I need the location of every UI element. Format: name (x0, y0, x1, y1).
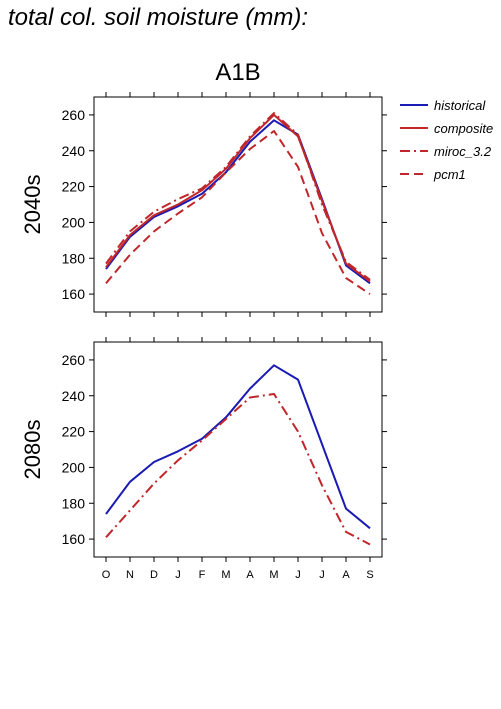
x-tick-label: D (150, 569, 158, 581)
x-tick-label: F (199, 569, 206, 581)
panel-2040s: 160 180 200 220 240 260 2040s (20, 92, 387, 317)
y-tick-label: 220 (62, 424, 86, 440)
y-tick-label: 160 (62, 286, 86, 302)
x-tick-label: J (175, 569, 181, 581)
y-tick-label: 200 (62, 459, 86, 475)
legend-label: miroc_3.2 (434, 144, 492, 159)
panel-frame (93, 96, 383, 313)
x-tick-label: A (342, 569, 350, 581)
x-tick-label: J (319, 569, 325, 581)
panel-frame (93, 341, 383, 558)
y-tick-label: 180 (62, 250, 86, 266)
x-tick-label: M (269, 569, 278, 581)
chart-legend: historical composite miroc_3.2 pcm1 (400, 98, 493, 182)
series-line-miroc_3.2 (105, 112, 371, 281)
y-tick-label: 240 (62, 388, 86, 404)
legend-label: historical (434, 98, 486, 113)
y-tick-label: 220 (62, 179, 86, 195)
series-line-miroc_3.2 (105, 393, 371, 546)
series-line-historical (105, 119, 371, 285)
y-tick-label: 260 (62, 352, 86, 368)
series-line-historical (105, 364, 371, 530)
page-title: total col. soil moisture (mm): (8, 4, 309, 31)
panel-label: 2040s (20, 175, 45, 235)
x-tick-label: S (366, 569, 373, 581)
x-tick-label: N (126, 569, 134, 581)
panel-2080s: 160 180 200 220 240 260 2080s O N D J F M A M J J A S (20, 337, 387, 581)
panel-label: 2080s (20, 420, 45, 480)
y-tick-label: 240 (62, 143, 86, 159)
legend-label: pcm1 (433, 167, 466, 182)
x-tick-label: J (295, 569, 301, 581)
x-tick-label: O (102, 569, 111, 581)
y-tick-label: 180 (62, 495, 86, 511)
x-tick-label: M (221, 569, 230, 581)
chart-title: A1B (215, 59, 260, 86)
y-tick-label: 200 (62, 214, 86, 230)
y-tick-label: 260 (62, 107, 86, 123)
y-tick-label: 160 (62, 531, 86, 547)
x-tick-label: A (246, 569, 254, 581)
legend-label: composite (434, 121, 493, 136)
chart-panels: 160 180 200 220 240 260 2040s 160 180 200 220 240 26… (20, 92, 387, 581)
series-line-composite (105, 113, 371, 283)
